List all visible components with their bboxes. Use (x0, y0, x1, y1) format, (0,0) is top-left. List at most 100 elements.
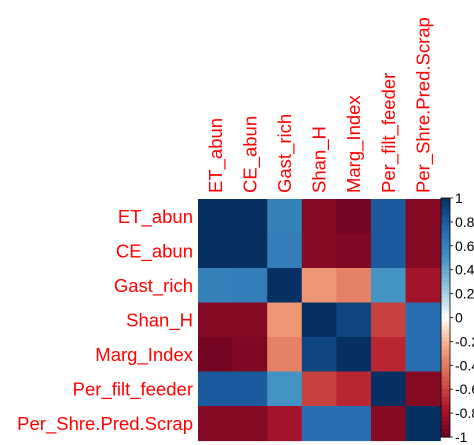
colorbar-segment (441, 293, 450, 299)
heatmap-cell (405, 406, 441, 442)
heatmap-cell (198, 268, 234, 304)
colorbar-tick-label: -0.4 (455, 357, 474, 373)
heatmap-cell (336, 371, 372, 407)
colorbar-segment (441, 353, 450, 358)
colorbar-segment (441, 225, 450, 231)
heatmap-cell (232, 371, 268, 407)
colorbar-segment (441, 217, 450, 223)
heatmap-cells (198, 199, 441, 442)
heatmap-cell (336, 302, 372, 338)
column-label: CE_abun (239, 116, 261, 193)
colorbar-segment (441, 257, 450, 263)
colorbar-segment (441, 369, 450, 374)
heatmap-cell (336, 406, 372, 442)
heatmap-cell (371, 302, 407, 338)
colorbar-segment (441, 413, 450, 418)
heatmap-cell (301, 371, 337, 407)
heatmap-cell (232, 268, 268, 304)
colorbar-segment (441, 361, 450, 366)
colorbar-segment (441, 349, 450, 354)
colorbar-segment (441, 265, 450, 271)
heatmap-cell (198, 199, 234, 235)
colorbar-tick-label: 0 (455, 310, 463, 326)
heatmap-cell (336, 337, 372, 373)
colorbar-segment (441, 433, 450, 438)
heatmap-cell (232, 337, 268, 373)
heatmap-cell (232, 199, 268, 235)
heatmap-cell (405, 337, 441, 373)
column-label: ET_abun (205, 118, 227, 193)
heatmap-cell (371, 406, 407, 442)
colorbar-segment (441, 253, 450, 259)
colorbar-segment (441, 297, 450, 303)
colorbar-segment (441, 313, 450, 319)
row-label: Gast_rich (114, 275, 193, 297)
heatmap-cell (198, 302, 234, 338)
colorbar-segment (441, 301, 450, 307)
column-label: Marg_Index (343, 95, 365, 193)
heatmap-cell (371, 268, 407, 304)
heatmap-cell (198, 337, 234, 373)
colorbar-segment (441, 377, 450, 382)
colorbar-segment (441, 317, 450, 323)
colorbar-segment (441, 365, 450, 370)
colorbar-segment (441, 393, 450, 398)
colorbar-segment (441, 337, 450, 342)
row-labels: ET_abun CE_abun Gast_rich Shan_H Marg_Index P… (17, 206, 194, 435)
row-label: CE_abun (116, 240, 193, 262)
colorbar-segment (441, 289, 450, 295)
heatmap-cell (301, 302, 337, 338)
heatmap-cell (232, 302, 268, 338)
colorbar-segment (441, 421, 450, 426)
column-label: Per_filt_feeder (378, 73, 400, 193)
colorbar-segment (441, 269, 450, 275)
colorbar-segment (441, 305, 450, 311)
colorbar-tick-label: 1 (455, 190, 463, 206)
heatmap-cell (405, 302, 441, 338)
colorbar-segment (441, 273, 450, 279)
heatmap-cell (267, 371, 303, 407)
heatmap-cell (371, 371, 407, 407)
colorbar-segment (441, 389, 450, 394)
heatmap-cell (336, 268, 372, 304)
colorbar-segment (441, 201, 450, 207)
colorbar-segment (441, 261, 450, 267)
colorbar-segment (441, 325, 450, 331)
heatmap-cell (232, 406, 268, 442)
heatmap-cell (371, 199, 407, 235)
colorbar-segment (441, 429, 450, 434)
heatmap-cell (301, 406, 337, 442)
colorbar-segment (441, 198, 450, 203)
heatmap-cell (267, 268, 303, 304)
row-label: Shan_H (126, 309, 193, 331)
heatmap-cell (336, 199, 372, 235)
colorbar-segment (441, 417, 450, 422)
heatmap-cell (267, 302, 303, 338)
colorbar-segment (441, 249, 450, 255)
column-label: Gast_rich (274, 114, 296, 193)
colorbar-segment (441, 233, 450, 239)
heatmap-cell (405, 268, 441, 304)
row-label: ET_abun (118, 206, 193, 228)
colorbar-segment (441, 213, 450, 219)
colorbar-segment (441, 385, 450, 390)
colorbar-segment (441, 397, 450, 402)
colorbar-segment (441, 405, 450, 410)
colorbar-segment (441, 345, 450, 350)
heatmap-cell (267, 233, 303, 269)
colorbar-segment (441, 285, 450, 291)
heatmap-cell (198, 233, 234, 269)
colorbar-segment (441, 277, 450, 283)
colorbar-segment (441, 401, 450, 406)
row-label: Per_Shre.Pred.Scrap (17, 413, 193, 435)
colorbar-tick-label: 0.8 (455, 214, 474, 230)
colorbar-segment (441, 241, 450, 247)
colorbar-tick-label: -1 (455, 429, 468, 445)
heatmap-cell (405, 199, 441, 235)
colorbar-segment (441, 321, 450, 327)
heatmap-cell (405, 233, 441, 269)
colorbar-segment (441, 425, 450, 430)
column-label: Per_Shre.Pred.Scrap (412, 17, 434, 193)
colorbar-segment (441, 281, 450, 287)
